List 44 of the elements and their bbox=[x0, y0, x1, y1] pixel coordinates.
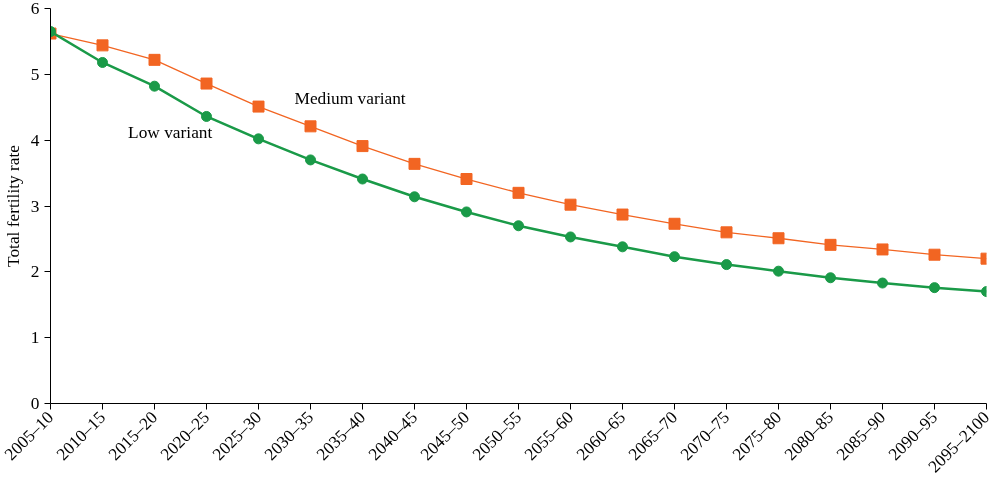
point bbox=[305, 154, 316, 166]
point bbox=[825, 272, 836, 284]
point bbox=[149, 80, 160, 92]
series-label: Medium variant bbox=[294, 89, 406, 109]
point bbox=[200, 77, 213, 90]
point bbox=[513, 220, 524, 232]
point bbox=[97, 56, 108, 68]
point bbox=[253, 133, 264, 145]
point bbox=[564, 198, 577, 211]
point bbox=[148, 53, 161, 66]
point bbox=[929, 282, 940, 294]
point bbox=[721, 259, 732, 271]
y-axis-title: Total fertility rate bbox=[3, 144, 23, 267]
point bbox=[773, 265, 784, 277]
point bbox=[304, 120, 317, 133]
point bbox=[201, 110, 212, 122]
point bbox=[565, 231, 576, 243]
point bbox=[96, 39, 109, 52]
point bbox=[772, 232, 785, 245]
point bbox=[356, 140, 369, 153]
point bbox=[928, 248, 941, 261]
y-tick-label: 4 bbox=[30, 130, 40, 150]
point bbox=[617, 241, 628, 253]
y-tick-label: 0 bbox=[30, 394, 40, 413]
point bbox=[408, 157, 421, 170]
point bbox=[824, 238, 837, 251]
point bbox=[460, 173, 473, 186]
y-tick-label: 3 bbox=[30, 196, 40, 216]
point bbox=[668, 217, 681, 230]
point bbox=[409, 191, 420, 203]
point bbox=[616, 208, 629, 221]
y-tick-label: 6 bbox=[30, 0, 40, 18]
y-tick-label: 5 bbox=[30, 64, 40, 84]
y-tick-label: 2 bbox=[30, 262, 40, 282]
y-tick-label: 1 bbox=[30, 328, 40, 348]
point bbox=[512, 186, 525, 199]
point bbox=[876, 243, 889, 256]
point bbox=[669, 251, 680, 263]
series-label: Low variant bbox=[128, 122, 213, 142]
point bbox=[720, 226, 733, 239]
point bbox=[357, 173, 368, 185]
point bbox=[461, 206, 472, 218]
point bbox=[877, 277, 888, 289]
point bbox=[252, 100, 265, 113]
